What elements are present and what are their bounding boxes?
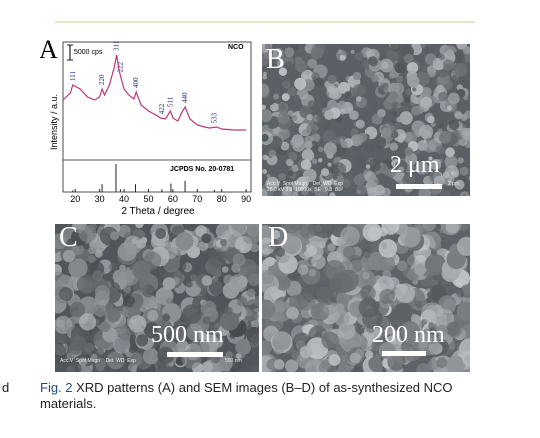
sem-panel-c: C 500 nm Acc.V Spot Magn Det WD Exp 500 … [55, 224, 259, 372]
sem-image-c [55, 224, 259, 372]
margin-fragment: d [2, 380, 10, 395]
figure-caption: Fig. 2 XRD patterns (A) and SEM images (… [40, 380, 480, 412]
peak-label-311: 311 [113, 40, 121, 51]
scale-bar-c [167, 352, 223, 357]
scale-bar-b [396, 184, 442, 189]
x-tick-label: 60 [168, 194, 178, 204]
peak-label-220: 220 [98, 74, 106, 85]
sem-panel-d: D 200 nm [262, 224, 470, 372]
y-axis-label: Intensity / a.u. [49, 94, 59, 150]
x-axis-label: 2 Theta / degree [121, 206, 195, 216]
sem-image-d [262, 224, 470, 372]
x-tick-label: 90 [241, 194, 251, 204]
reference-label: JCPDS No. 20-0781 [170, 166, 234, 173]
sem-meta-b2: 25.0 kV 3.0 10000x SE 9.8 0 [267, 187, 338, 193]
peak-label-222: 222 [117, 61, 125, 72]
sem-meta-b-scale: 2 μm [448, 181, 460, 187]
reference-lines [72, 164, 215, 192]
panel-label-a: A [40, 35, 58, 64]
sem-meta-c-scale: 500 nm [225, 358, 242, 364]
scale-text-d: 200 nm [372, 322, 445, 348]
peak-label-440: 440 [181, 92, 189, 103]
panel-label-d: D [268, 224, 289, 253]
scale-label: 5000 cps [74, 49, 103, 56]
caption-fig-label: Fig. 2 [40, 380, 73, 395]
panel-label-c: C [59, 224, 78, 253]
panel-label-b: B [266, 44, 285, 75]
scale-text-c: 500 nm [151, 322, 224, 348]
header-rule [55, 21, 475, 23]
sem-meta-c: Acc.V Spot Magn Det WD Exp [60, 358, 136, 364]
sample-name: NCO [228, 44, 244, 51]
xrd-series-line [62, 54, 247, 131]
x-tick-label: 50 [143, 194, 153, 204]
x-tick-label: 20 [70, 194, 80, 204]
peak-label-400: 400 [132, 77, 140, 88]
x-tick-label: 40 [119, 194, 129, 204]
peak-label-533: 533 [210, 112, 218, 123]
sem-image-b [262, 44, 470, 196]
plot-frame [62, 41, 252, 193]
xrd-panel: 5000 cps NCO A Intensity / a.u. JCPDS No… [39, 30, 258, 217]
peak-label-422: 422 [158, 103, 166, 114]
sem-meta-b1: Acc.V Spot Magn Det WD Exp [267, 181, 343, 187]
xrd-chart: 5000 cps NCO A Intensity / a.u. JCPDS No… [39, 35, 252, 217]
scale-text-b: 2 μm [390, 152, 440, 178]
peak-label-511: 511 [166, 96, 174, 107]
scale-bar-d [382, 351, 426, 356]
figure: 5000 cps NCO A Intensity / a.u. JCPDS No… [39, 30, 470, 372]
x-tick-label: 30 [95, 194, 105, 204]
caption-text-line2: materials. [40, 396, 97, 411]
x-tick-label: 70 [192, 194, 202, 204]
peak-label-111: 111 [69, 71, 77, 81]
caption-text: XRD patterns (A) and SEM images (B–D) of… [72, 380, 453, 395]
sem-panel-b: B 2 μm Acc.V Spot Magn Det WD Exp 25.0 k… [262, 44, 470, 196]
x-ticks: 20 30 40 50 60 70 80 90 [70, 189, 251, 204]
x-tick-label: 80 [217, 194, 227, 204]
